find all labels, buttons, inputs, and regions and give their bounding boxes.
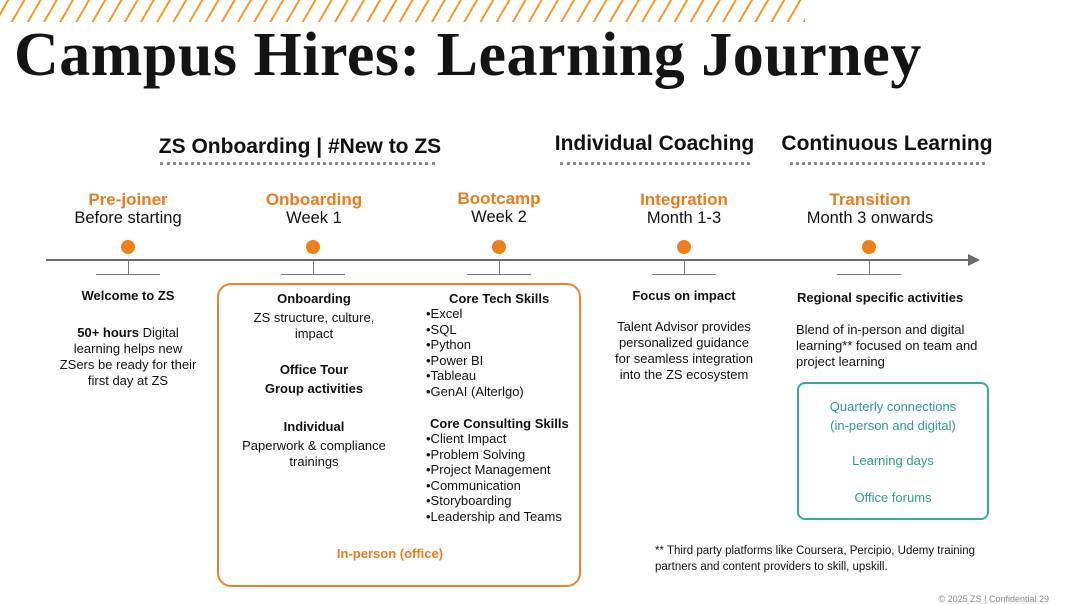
milestone-base: [652, 274, 716, 275]
individual-line: Paperwork & compliance: [242, 438, 386, 453]
milestone-stem: [684, 259, 685, 275]
timeline-arrow-icon: [968, 254, 980, 266]
onboarding-line: impact: [294, 326, 334, 341]
milestone-stem: [869, 259, 870, 275]
milestone-base: [96, 274, 160, 275]
milestone-marker-icon: [121, 240, 135, 254]
transition-heading: Regional specific activities: [797, 290, 964, 305]
learning-days: Learning days: [852, 453, 934, 468]
phase-time: Week 1: [286, 209, 342, 227]
milestone-stem: [499, 259, 500, 275]
list-item: •Project Management: [426, 462, 551, 478]
core-tech-skills-heading: Core Tech Skills: [449, 291, 550, 306]
phase-bootcamp: Bootcamp Week 2: [419, 189, 579, 227]
phase-time: Month 3 onwards: [806, 209, 934, 227]
section-underline-coaching: [560, 162, 750, 165]
list-item: •SQL: [426, 321, 457, 337]
integration-line: for seamless integration: [614, 351, 753, 366]
core-tech-skills-list: •Excel •SQL •Python •Power BI •Tableau •…: [426, 306, 576, 400]
welcome-heading: Welcome to ZS: [81, 288, 175, 303]
list-item: •GenAI (Alterlgo): [426, 383, 524, 399]
phase-name: Transition: [829, 190, 911, 209]
in-person-label: In-person (office): [336, 546, 444, 561]
milestone-base: [281, 274, 345, 275]
integration-description: Talent Advisor provides personalized gui…: [594, 319, 774, 383]
phase-name: Integration: [640, 190, 728, 209]
section-continuous-learning: Continuous Learning: [781, 132, 993, 155]
section-individual-coaching: Individual Coaching: [554, 132, 755, 155]
onboarding-line: ZS structure, culture,: [253, 310, 375, 325]
welcome-line: learning helps new: [73, 341, 183, 356]
integration-line: personalized guidance: [618, 335, 750, 350]
phase-name: Onboarding: [265, 190, 363, 209]
milestone-base: [837, 274, 901, 275]
milestone-marker-icon: [862, 240, 876, 254]
milestone-stem: [313, 259, 314, 275]
milestone-marker-icon: [677, 240, 691, 254]
list-item: •Communication: [426, 477, 521, 493]
box-line: (in-person and digital): [830, 418, 956, 433]
quarterly-connections: Quarterly connections (in-person and dig…: [797, 397, 989, 435]
phase-time: Before starting: [74, 209, 182, 227]
milestone-stem: [128, 259, 129, 275]
welcome-description: 50+ hours Digital learning helps new ZSe…: [48, 325, 208, 389]
phase-transition: Transition Month 3 onwards: [780, 190, 960, 228]
footnote-line: partners and content providers to skill,…: [655, 561, 888, 573]
list-item: •Excel: [426, 306, 463, 321]
confidential-footer: © 2025 ZS | Confidential 29: [938, 594, 1049, 604]
milestone-marker-icon: [306, 240, 320, 254]
integration-line: Talent Advisor provides: [617, 319, 751, 334]
transition-line: Blend of in-person and digital: [796, 322, 965, 337]
timeline-axis: [46, 259, 971, 261]
phase-pre-joiner: Pre-joiner Before starting: [48, 190, 208, 228]
welcome-line: Digital: [142, 325, 179, 340]
transition-line: project learning: [796, 354, 885, 369]
group-activities-label: Group activities: [264, 381, 364, 396]
phase-name: Pre-joiner: [88, 190, 168, 209]
transition-description: Blend of in-person and digital learning*…: [796, 322, 996, 370]
list-item: •Python: [426, 337, 472, 353]
list-item: •Power BI: [426, 352, 484, 368]
page-title: Campus Hires: Learning Journey: [14, 21, 922, 89]
list-item: •Client Impact: [426, 431, 507, 446]
transition-line: learning** focused on team and: [796, 338, 978, 353]
decorative-stripes: [0, 0, 805, 22]
integration-heading: Focus on impact: [632, 288, 736, 303]
core-consulting-skills-heading: Core Consulting Skills: [430, 416, 569, 431]
phase-onboarding: Onboarding Week 1: [234, 190, 394, 228]
list-item: •Problem Solving: [426, 446, 526, 462]
individual-description: Paperwork & compliance trainings: [224, 438, 404, 470]
office-forums: Office forums: [854, 490, 932, 505]
individual-heading: Individual: [283, 419, 345, 434]
phase-time: Month 1-3: [646, 209, 722, 227]
phase-name: Bootcamp: [457, 189, 541, 208]
onboarding-heading: Onboarding: [277, 291, 351, 306]
milestone-base: [467, 274, 531, 275]
individual-line: trainings: [289, 454, 339, 469]
section-underline-onboarding: [160, 162, 435, 165]
welcome-hours: 50+ hours: [77, 325, 140, 340]
continuous-learning-box: [797, 382, 989, 520]
section-zs-onboarding: ZS Onboarding | #New to ZS: [158, 135, 442, 158]
section-underline-continuous: [790, 162, 985, 165]
footnote-line: ** Third party platforms like Coursera, …: [655, 545, 975, 557]
office-tour-label: Office Tour: [279, 362, 349, 377]
box-line: Quarterly connections: [829, 399, 957, 414]
integration-line: into the ZS ecosystem: [619, 367, 749, 382]
list-item: •Storyboarding: [426, 493, 512, 509]
phase-integration: Integration Month 1-3: [604, 190, 764, 228]
phase-time: Week 2: [471, 208, 527, 226]
core-consulting-skills-list: •Client Impact •Problem Solving •Project…: [426, 431, 576, 525]
welcome-line: first day at ZS: [87, 373, 169, 388]
milestone-marker-icon: [492, 240, 506, 254]
onboarding-description: ZS structure, culture, impact: [234, 310, 394, 342]
list-item: •Tableau: [426, 368, 477, 384]
footnote: ** Third party platforms like Coursera, …: [655, 543, 1055, 575]
list-item: •Leadership and Teams: [426, 508, 562, 524]
in-person-box: [217, 283, 581, 587]
welcome-line: ZSers be ready for their: [59, 357, 197, 372]
